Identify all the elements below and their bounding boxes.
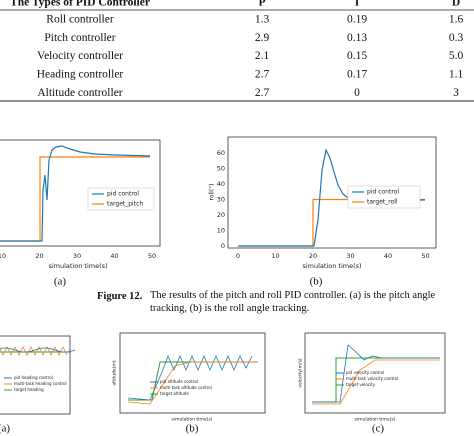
y-tick-label: 50 (217, 165, 225, 173)
table-cell: 0.13 (347, 32, 367, 44)
x-tick-label: 10 (271, 252, 279, 260)
plot-frame (0, 335, 71, 415)
legend-label: pid heading control (14, 375, 53, 380)
legend-label: target altitude (160, 391, 189, 396)
legend-box (87, 187, 155, 211)
table-cell: Roll controller (46, 14, 114, 26)
table-cell: 2.1 (255, 50, 270, 62)
legend-label: target velocity (346, 382, 376, 387)
x-tick-label: 50 (421, 252, 429, 260)
table-cell: 2.9 (255, 32, 270, 44)
table-header: D (452, 0, 460, 9)
table-cell: Pitch controller (44, 32, 115, 44)
x-tick-label: 30 (346, 252, 354, 260)
legend-label: target_roll (367, 199, 398, 206)
y-axis-label: velocity(m/s) (298, 358, 304, 388)
y-tick-label: 30 (217, 196, 225, 204)
pid-line (0, 347, 76, 353)
table-cell: 0.17 (347, 69, 367, 81)
table-cell: 1.6 (449, 14, 464, 26)
caption-text: The results of the pitch and roll PID co… (150, 290, 436, 314)
legend-label: multi-task altitude control (160, 385, 212, 390)
x-tick-label: 40 (110, 252, 118, 260)
legend-label: multi-task heading control (14, 381, 67, 386)
legend-label: pid control (107, 191, 139, 198)
table-cell: 2.7 (255, 69, 270, 81)
multi-task-line (0, 346, 68, 356)
table-cell: 1.1 (449, 69, 464, 81)
x-axis-label: simulation time(s) (172, 417, 213, 423)
table-cell: 5.0 (449, 50, 464, 62)
y-tick-label: 40 (217, 180, 225, 188)
legend-label: target_pitch (107, 201, 143, 208)
x-tick-label: 20 (35, 252, 43, 260)
legend-label: pid altitude control (160, 379, 198, 384)
x-axis-label: simulation time(s) (355, 417, 396, 423)
y-tick-label: 20 (217, 211, 225, 219)
table-cell: 0 (354, 87, 360, 99)
y-tick-label: 60 (217, 149, 225, 157)
x-axis-label: simulation time(s) (48, 262, 107, 270)
panel-label: (a) (0, 423, 10, 435)
y-tick-label: 10 (217, 227, 225, 235)
legend-label: target heading (14, 387, 44, 392)
plot-frame (227, 136, 437, 249)
panel-label: (b) (310, 276, 323, 288)
table-cell: 3 (453, 87, 459, 99)
legend-label: multi-task velocity control (346, 376, 398, 381)
plot-frame (119, 332, 266, 414)
table-cell: 0.3 (449, 32, 464, 44)
x-tick-label: 20 (309, 252, 317, 260)
multi-task-line (127, 361, 258, 405)
table-cell: Velocity controller (37, 50, 123, 62)
table-cell: 0.19 (347, 14, 367, 26)
table: The Types of PID Controller P I D Roll contr… (10, 0, 463, 99)
y-axis-label: roll(°) (209, 183, 216, 200)
caption-box: The results of the pitch and roll PID co… (150, 290, 436, 314)
x-tick-label: 0 (236, 252, 240, 260)
x-tick-label: 40 (384, 252, 392, 260)
panel-label: (a) (54, 276, 67, 288)
legend-box (347, 185, 421, 209)
x-axis-label: simulation time(s) (302, 262, 361, 270)
pid-line (127, 354, 253, 401)
x-tick-label: 50 (148, 252, 156, 260)
panel-label: (b) (186, 423, 199, 435)
table-cell: Altitude controller (37, 87, 122, 99)
table-header: The Types of PID Controller (10, 0, 150, 9)
target-line (0, 156, 150, 242)
table-header: P (258, 0, 265, 9)
multi-task-line (312, 359, 440, 405)
y-axis-label: altitude(m) (112, 360, 118, 385)
pid-line (0, 145, 151, 242)
x-tick-label: 10 (0, 252, 6, 260)
table-cell: Heading controller (37, 69, 124, 81)
table-cell: 2.7 (255, 87, 270, 99)
x-tick-label: 30 (73, 252, 81, 260)
panel-label: (c) (372, 423, 385, 435)
table-cell: 0.15 (347, 50, 367, 62)
table-header: I (355, 0, 360, 9)
table-cell: 1.3 (255, 14, 270, 26)
legend-label: pid control (367, 189, 399, 196)
legend-label: pid velocity control (346, 370, 384, 375)
pid-line (312, 344, 440, 403)
y-tick-label: 0 (221, 242, 225, 250)
plot-frame (304, 332, 446, 414)
caption: Figure 12. (97, 291, 143, 302)
caption-lead: Figure 12. (97, 291, 143, 302)
plot-frame (0, 139, 161, 247)
